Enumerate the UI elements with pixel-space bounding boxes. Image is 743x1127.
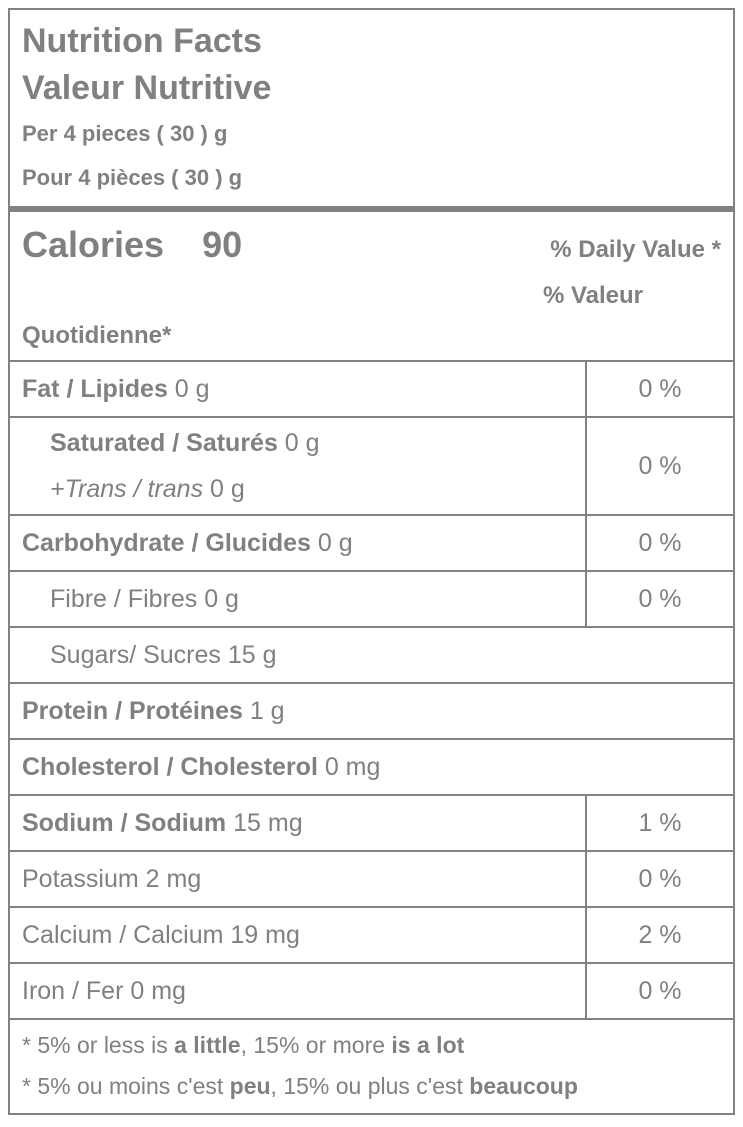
nutrient-label-fat: Fat / Lipides 0 g xyxy=(10,362,585,416)
text-run: 1 g xyxy=(242,697,285,725)
title-fr: Valeur Nutritive xyxy=(22,69,272,107)
nutrient-label-iron: Iron / Fer 0 mg xyxy=(10,964,585,1018)
daily-value-heading-fr-line2: Quotidienne* xyxy=(22,322,172,349)
text-run: 0 g xyxy=(167,375,210,403)
nutrient-line: Cholesterol / Cholesterol 0 mg xyxy=(22,744,727,790)
text-run: * 5% or less is xyxy=(22,1032,175,1058)
label-footnotes: * 5% or less is a little, 15% or more is… xyxy=(10,1020,733,1113)
nutrient-line: Fibre / Fibres 0 g xyxy=(50,576,579,622)
nutrient-line: Potassium 2 mg xyxy=(22,856,579,902)
nutrient-label-saturated-trans: Saturated / Saturés 0 g +Trans / trans 0 … xyxy=(10,418,585,514)
nutrient-row-iron: Iron / Fer 0 mg 0 % xyxy=(10,964,733,1020)
text-run: Calcium / Calcium 19 mg xyxy=(22,921,300,949)
daily-value-iron: 0 % xyxy=(585,964,733,1018)
calories-section: Calories 90 % Daily Value * % Valeur Quot… xyxy=(10,212,733,362)
nutrient-line: Iron / Fer 0 mg xyxy=(22,968,579,1014)
text-run: +Trans / trans xyxy=(50,475,204,503)
nutrient-label-calcium: Calcium / Calcium 19 mg xyxy=(10,908,585,962)
nutrient-line: Carbohydrate / Glucides 0 g xyxy=(22,520,579,566)
text-run: , 15% or more xyxy=(240,1032,392,1058)
nutrient-label-fibre: Fibre / Fibres 0 g xyxy=(10,572,585,626)
nutrition-facts-label: Nutrition Facts Valeur Nutritive Per 4 p… xyxy=(8,8,735,1115)
text-run: * 5% ou moins c'est xyxy=(22,1073,230,1099)
daily-value-carbohydrate: 0 % xyxy=(585,516,733,570)
nutrient-line: Fat / Lipides 0 g xyxy=(22,366,579,412)
nutrient-row-protein: Protein / Protéines 1 g xyxy=(10,684,733,740)
text-run: 0 g xyxy=(310,529,353,557)
serving-size-en: Per 4 pieces ( 30 ) g xyxy=(22,121,228,146)
nutrient-row-calcium: Calcium / Calcium 19 mg 2 % xyxy=(10,908,733,964)
nutrient-row-sodium: Sodium / Sodium 15 mg 1 % xyxy=(10,796,733,852)
calories-value: 90 xyxy=(202,224,243,265)
text-run: Iron / Fer 0 mg xyxy=(22,977,186,1005)
nutrient-line: Protein / Protéines 1 g xyxy=(22,688,727,734)
daily-value-fibre: 0 % xyxy=(585,572,733,626)
daily-value-heading-fr-line1: % Valeur xyxy=(542,282,643,309)
label-header: Nutrition Facts Valeur Nutritive Per 4 p… xyxy=(10,10,733,212)
text-run: Saturated / Saturés xyxy=(50,429,278,457)
text-run: Cholesterol / Cholesterol xyxy=(22,753,318,781)
footnote-fr: * 5% ou moins c'est peu, 15% ou plus c'e… xyxy=(22,1066,721,1107)
nutrient-line: Sugars/ Sucres 15 g xyxy=(50,632,727,678)
text-run: 0 mg xyxy=(317,753,381,781)
daily-value-potassium: 0 % xyxy=(585,852,733,906)
nutrient-row-cholesterol: Cholesterol / Cholesterol 0 mg xyxy=(10,740,733,796)
text-run: Sugars/ Sucres 15 g xyxy=(50,641,277,669)
daily-value-sodium: 1 % xyxy=(585,796,733,850)
daily-value-calcium: 2 % xyxy=(585,908,733,962)
daily-value-heading-en: % Daily Value * xyxy=(550,236,721,263)
daily-value-saturated-trans: 0 % xyxy=(585,418,733,514)
nutrient-row-potassium: Potassium 2 mg 0 % xyxy=(10,852,733,908)
nutrient-line: Saturated / Saturés 0 g xyxy=(50,420,579,466)
nutrient-line: Calcium / Calcium 19 mg xyxy=(22,912,579,958)
text-run: peu xyxy=(229,1073,271,1099)
nutrient-line: +Trans / trans 0 g xyxy=(50,466,579,512)
text-run: Protein / Protéines xyxy=(22,697,243,725)
nutrient-row-fibre: Fibre / Fibres 0 g 0 % xyxy=(10,572,733,628)
nutrient-line: Sodium / Sodium 15 mg xyxy=(22,800,579,846)
nutrient-row-saturated-trans: Saturated / Saturés 0 g +Trans / trans 0 … xyxy=(10,418,733,516)
nutrient-label-sodium: Sodium / Sodium 15 mg xyxy=(10,796,585,850)
text-run: Carbohydrate / Glucides xyxy=(22,529,311,557)
text-run: beaucoup xyxy=(469,1073,578,1099)
daily-value-fat: 0 % xyxy=(585,362,733,416)
nutrient-label-carbohydrate: Carbohydrate / Glucides 0 g xyxy=(10,516,585,570)
text-run: is a lot xyxy=(391,1032,465,1058)
title-en: Nutrition Facts xyxy=(22,22,262,60)
text-run: 15 mg xyxy=(226,809,303,837)
footnote-en: * 5% or less is a little, 15% or more is… xyxy=(22,1025,721,1066)
calories-group: Calories 90 xyxy=(22,224,242,266)
text-run: Fat / Lipides xyxy=(22,375,168,403)
serving-size-fr: Pour 4 pièces ( 30 ) g xyxy=(22,165,243,190)
calories-row: Calories 90 % Daily Value * xyxy=(22,224,721,266)
text-run: Potassium 2 mg xyxy=(22,865,202,893)
nutrient-label-cholesterol: Cholesterol / Cholesterol 0 mg xyxy=(10,740,733,794)
text-run: 0 g xyxy=(277,429,320,457)
nutrient-label-sugars: Sugars/ Sucres 15 g xyxy=(10,628,733,682)
text-run: Fibre / Fibres 0 g xyxy=(50,585,239,613)
text-run: Sodium / Sodium xyxy=(22,809,227,837)
nutrient-row-sugars: Sugars/ Sucres 15 g xyxy=(10,628,733,684)
nutrient-label-potassium: Potassium 2 mg xyxy=(10,852,585,906)
text-run: 0 g xyxy=(203,475,245,503)
nutrient-label-protein: Protein / Protéines 1 g xyxy=(10,684,733,738)
text-run: a little xyxy=(174,1032,241,1058)
calories-label: Calories xyxy=(22,224,165,265)
text-run: , 15% ou plus c'est xyxy=(270,1073,470,1099)
